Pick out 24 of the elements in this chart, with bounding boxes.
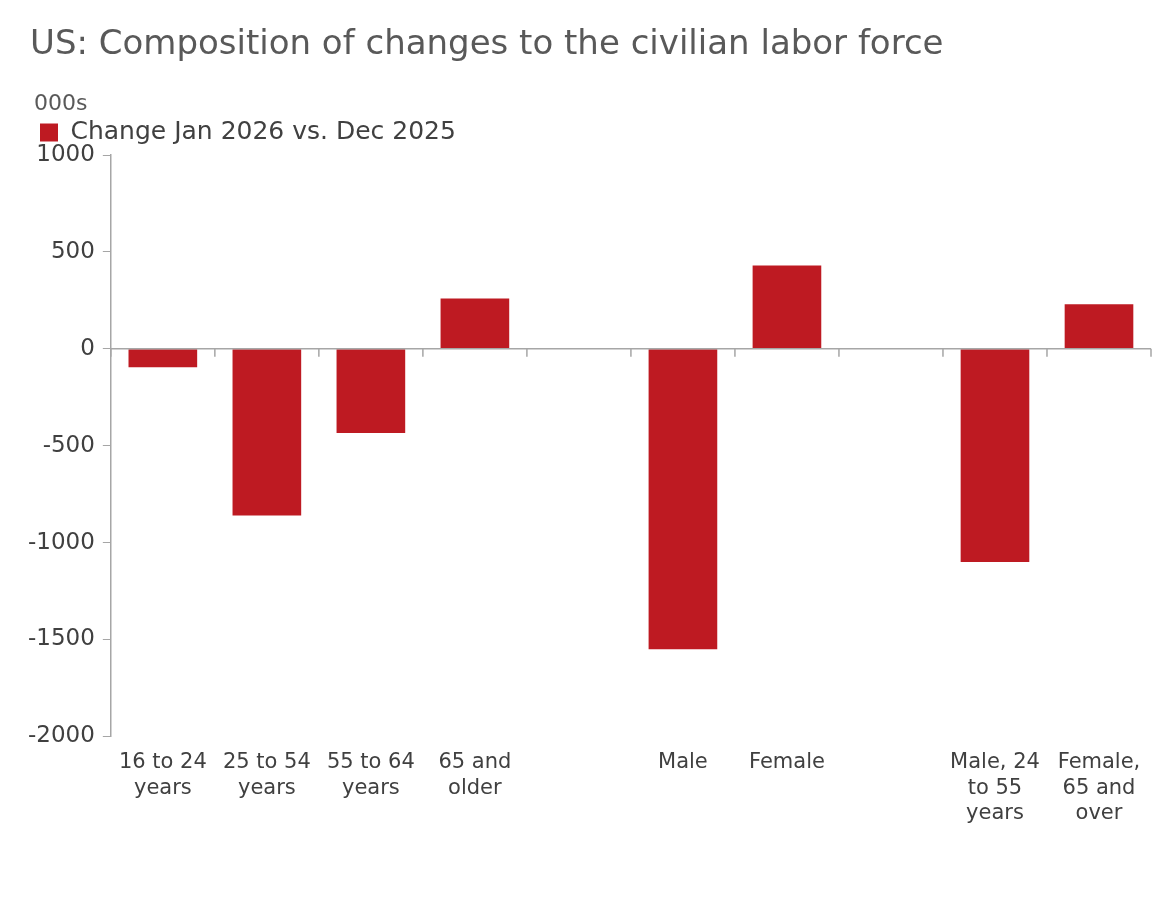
x-tick-label: 55 to 64 years [326,749,415,799]
chart-title: US: Composition of changes to the civilian labor force [30,22,944,62]
y-tick-label: -500 [42,430,95,457]
x-tick-label: 16 to 24 years [118,749,207,799]
bar [128,349,198,368]
y-tick-label: -1500 [27,624,95,651]
y-tick-label: 500 [50,236,95,263]
bar [1064,304,1134,349]
bar [336,349,406,434]
x-tick-label: 25 to 54 years [222,749,311,799]
bar [648,349,718,650]
bar [960,349,1030,562]
x-tick-label: Female [748,749,825,774]
x-tick-label: Female, 65 and over [1057,749,1141,824]
bar [440,298,510,349]
x-tick-label: 65 and older [438,749,512,799]
bar [752,265,822,349]
y-tick-label: -2000 [27,721,95,748]
y-tick-label: -1000 [27,527,95,554]
y-tick-label: 0 [80,333,95,360]
bar [232,349,302,516]
x-tick-label: Male [658,749,708,774]
x-tick-label: Male, 24 to 55 years [950,749,1040,824]
y-axis-title: 000s [34,90,88,115]
